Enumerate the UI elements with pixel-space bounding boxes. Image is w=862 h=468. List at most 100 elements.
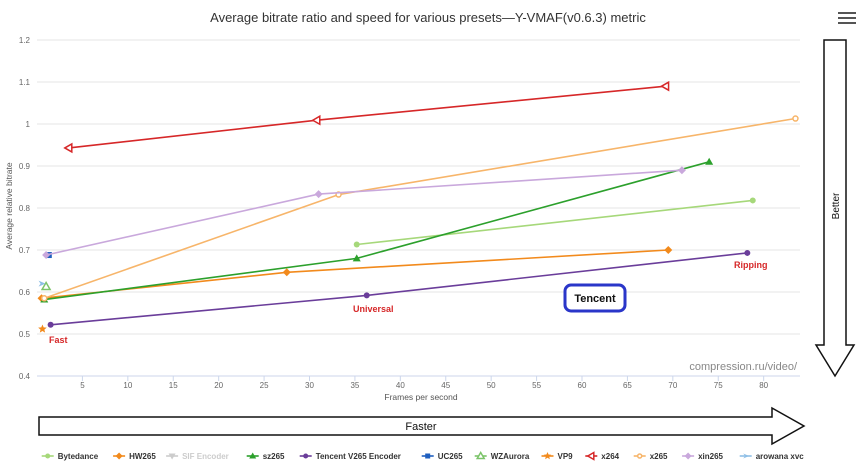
data-point[interactable] [63, 142, 73, 154]
data-point[interactable] [352, 254, 361, 262]
y-tick-label: 0.7 [19, 246, 31, 255]
legend-item-arowana-xvc[interactable]: arowana xvc [739, 452, 805, 461]
series-arowana-xvc [38, 280, 46, 287]
legend-item-tencent-v265-encoder[interactable]: Tencent V265 Encoder [299, 452, 401, 461]
x-tick-label: 50 [487, 381, 496, 390]
annotation-ripping: Ripping [734, 260, 768, 270]
tencent-callout: Tencent [563, 283, 627, 313]
legend-marker[interactable] [743, 453, 750, 459]
y-tick-label: 0.9 [19, 162, 31, 171]
legend-label: UC265 [438, 452, 463, 461]
faster-label: Faster [405, 421, 437, 433]
legend-label: VP9 [558, 452, 574, 461]
data-point[interactable] [749, 197, 756, 204]
legend-item-hw265[interactable]: HW265 [113, 452, 156, 461]
data-point[interactable] [664, 246, 673, 254]
x-tick-label: 65 [623, 381, 632, 390]
data-point[interactable] [40, 281, 52, 291]
legend-item-sz265[interactable]: sz265 [246, 452, 285, 461]
series-line [356, 199, 753, 246]
x-tick-label: 45 [441, 381, 450, 390]
y-axis-label: Average relative bitrate [4, 162, 14, 250]
legend-marker[interactable] [115, 452, 123, 460]
y-tick-label: 1 [26, 120, 31, 129]
legend-item-x264[interactable]: x264 [585, 451, 620, 461]
legend-item-uc265[interactable]: UC265 [421, 452, 463, 461]
x-tick-label: 70 [668, 381, 677, 390]
y-tick-label: 0.8 [19, 204, 31, 213]
legend-item-wzaurora[interactable]: WZAurora [474, 451, 530, 461]
legend-item-xin265[interactable]: xin265 [682, 452, 724, 461]
data-point[interactable] [314, 190, 323, 199]
annotation-fast: Fast [49, 335, 68, 345]
legend-label: xin265 [698, 452, 723, 461]
legend-label: Tencent V265 Encoder [316, 452, 401, 461]
data-point[interactable] [311, 114, 321, 126]
legend-marker[interactable] [168, 453, 176, 460]
y-tick-label: 0.5 [19, 330, 31, 339]
legend-marker[interactable] [425, 453, 431, 459]
menu-icon[interactable] [838, 10, 856, 26]
series-x264 [63, 80, 670, 154]
data-point[interactable] [705, 157, 714, 165]
legend-label: HW265 [129, 452, 156, 461]
better-label: Better [831, 192, 842, 219]
x-tick-label: 80 [759, 381, 768, 390]
legend-marker[interactable] [543, 452, 552, 460]
x-tick-label: 75 [714, 381, 723, 390]
x-tick-label: 10 [123, 381, 132, 390]
x-tick-label: 60 [578, 381, 587, 390]
legend-marker[interactable] [636, 453, 643, 459]
data-point[interactable] [792, 115, 799, 122]
legend-item-x265[interactable]: x265 [633, 452, 668, 461]
data-point[interactable] [38, 280, 46, 287]
x-tick-label: 20 [214, 381, 223, 390]
x-tick-label: 55 [532, 381, 541, 390]
series-tencent-v265-encoder [47, 249, 751, 328]
tencent-callout-label: Tencent [574, 293, 616, 305]
series-sz265 [40, 157, 714, 303]
data-point[interactable] [677, 166, 686, 175]
data-point[interactable] [38, 324, 47, 333]
legend-label: SIF Encoder [182, 452, 229, 461]
series-x265 [41, 115, 799, 302]
legend-item-sif-encoder[interactable]: SIF Encoder [166, 452, 229, 461]
x-axis: 5 10 15 20 25 30 35 40 45 50 55 60 65 70 75 80 [37, 375, 800, 390]
data-point[interactable] [363, 292, 370, 299]
better-arrow: Better [814, 39, 856, 378]
x-tick-label: 25 [260, 381, 269, 390]
data-point[interactable] [282, 268, 291, 277]
x-axis-label: Frames per second [384, 392, 457, 402]
data-point[interactable] [42, 251, 51, 260]
legend-label: x265 [650, 452, 668, 461]
series-vp9 [38, 324, 47, 333]
data-point[interactable] [660, 80, 670, 92]
y-tick-label: 0.4 [19, 372, 31, 381]
legend-marker[interactable] [303, 453, 309, 459]
legend-item-vp9[interactable]: VP9 [541, 452, 574, 461]
x-tick-label: 35 [350, 381, 359, 390]
legend-item-bytedance[interactable]: Bytedance [41, 452, 99, 461]
legend-label: sz265 [263, 452, 285, 461]
series-line [45, 169, 682, 256]
legend-marker[interactable] [475, 451, 486, 460]
legend-marker[interactable] [249, 452, 257, 459]
menu-icon-bar [838, 12, 856, 14]
data-point[interactable] [41, 295, 48, 302]
data-point[interactable] [353, 241, 360, 248]
series-xin265 [42, 166, 686, 260]
menu-icon-bar [838, 22, 856, 24]
legend-marker[interactable] [586, 451, 595, 461]
y-tick-label: 0.6 [19, 288, 31, 297]
data-point[interactable] [47, 321, 54, 328]
data-point[interactable] [744, 249, 751, 256]
grid [37, 39, 800, 377]
legend-marker[interactable] [45, 453, 51, 459]
y-axis: 0.4 0.5 0.6 0.7 0.8 0.9 1 1.1 1.2 [19, 36, 31, 381]
legend-label: Bytedance [58, 452, 99, 461]
series-line [50, 252, 748, 326]
series-bytedance [353, 197, 756, 248]
y-tick-label: 1.2 [19, 36, 31, 45]
legend-marker[interactable] [684, 452, 692, 460]
